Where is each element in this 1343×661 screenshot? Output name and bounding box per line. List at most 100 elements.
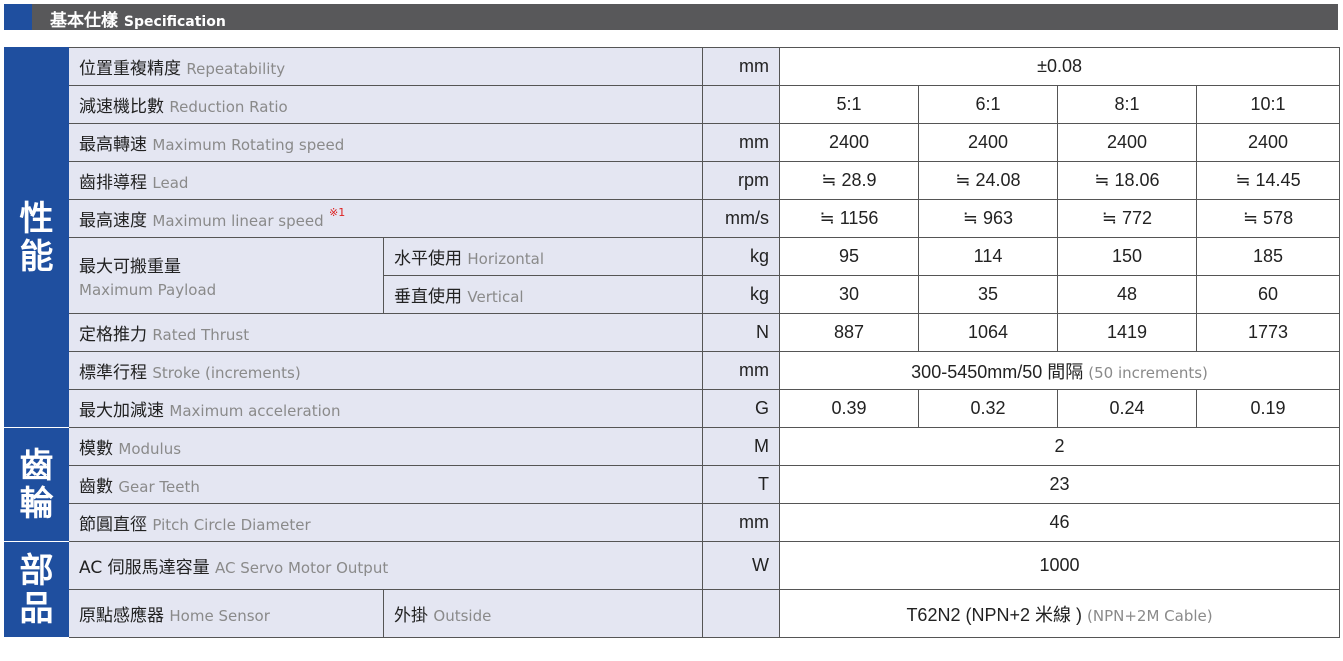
table-row: 垂直使用 Vertical kg 30 35 48 60 xyxy=(5,275,1341,314)
value-cell: 1419 xyxy=(1057,313,1197,352)
spec-label: 位置重複精度 Repeatability xyxy=(68,47,703,86)
label-en: Maximum linear speed xyxy=(152,212,324,230)
spec-label: 減速機比數 Reduction Ratio xyxy=(68,85,703,124)
label-zh: 節圓直徑 xyxy=(79,515,147,535)
value-text: 1000 xyxy=(1039,555,1080,575)
section-label-cell: 性能 xyxy=(4,47,69,428)
table-row: 性能 位置重複精度 Repeatability mm ±0.08 xyxy=(4,47,1341,428)
section-title: 基本仕樣 Specification xyxy=(50,6,226,31)
spec-label: 最高轉速 Maximum Rotating speed xyxy=(68,123,703,162)
table-row: 齒數 Gear Teeth T 23 xyxy=(5,465,1341,504)
value-cell: ≒ 1156 xyxy=(779,199,919,238)
label-zh: 原點感應器 xyxy=(79,606,164,626)
value-cell-merged: 23 xyxy=(778,465,1341,504)
value-cell: 0.39 xyxy=(779,389,919,428)
value-text-en: (50 increments) xyxy=(1088,363,1208,382)
label-zh: 標準行程 xyxy=(79,363,147,383)
label-zh: 減速機比數 xyxy=(79,97,164,117)
value-cell-merged: 1000 xyxy=(778,541,1341,590)
value-cell: 150 xyxy=(1057,237,1197,276)
label-zh: 最大加減速 xyxy=(79,401,164,421)
value-cell: 6:1 xyxy=(918,85,1058,124)
section-label: 部品 xyxy=(19,550,54,629)
table-row: 部品 AC 伺服馬達容量 AC Servo Motor Output W 1000 xyxy=(4,541,1341,638)
value-cell: ≒ 18.06 xyxy=(1057,161,1197,200)
value-text: 46 xyxy=(1049,512,1070,532)
header-accent-block xyxy=(4,4,32,30)
value-cell: ≒ 578 xyxy=(1195,199,1341,238)
value-cell: 114 xyxy=(918,237,1058,276)
label-zh: 最大可搬重量 xyxy=(79,257,181,277)
value-cell-merged: ±0.08 xyxy=(778,47,1341,86)
value-cell: 2400 xyxy=(1195,123,1341,162)
label-zh: 模數 xyxy=(79,439,113,459)
label-en: Rated Thrust xyxy=(152,326,250,344)
value-cell: 35 xyxy=(918,275,1058,314)
table-row: 齒排導程 Lead rpm ≒ 28.9 ≒ 24.08 ≒ 18.06 ≒ 14.45 xyxy=(5,161,1341,200)
value-cell: 0.24 xyxy=(1057,389,1197,428)
section-label-cell: 部品 xyxy=(4,541,69,638)
value-cell: 1773 xyxy=(1195,313,1341,352)
section-header: 基本仕樣 Specification xyxy=(4,4,1338,31)
label-en: Maximum acceleration xyxy=(169,402,341,420)
label-en: Maximum Payload xyxy=(79,281,217,299)
value-cell: 185 xyxy=(1195,237,1341,276)
sublabel-en: Vertical xyxy=(467,288,524,306)
table-row: 最大可搬重量 Maximum Payload 水平使用 Horizontal kg 9… xyxy=(5,237,1341,314)
value-cell: 0.32 xyxy=(918,389,1058,428)
section-label: 性能 xyxy=(19,198,54,277)
label-en: Repeatability xyxy=(186,60,286,78)
value-text-en: (NPN+2M Cable) xyxy=(1087,606,1213,625)
label-zh: 齒數 xyxy=(79,477,113,497)
table-row: 最高速度 Maximum linear speed ※1 mm/s ≒ 1156 ≒ … xyxy=(5,199,1341,238)
value-cell-merged: 300-5450mm/50 間隔 (50 increments) xyxy=(778,351,1341,390)
section-label-cell: 齒輪 xyxy=(4,427,69,542)
table-row: 減速機比數 Reduction Ratio 5:1 6:1 8:1 10:1 xyxy=(5,85,1341,124)
label-zh: 最高速度 xyxy=(79,211,147,231)
spec-label: 最大可搬重量 Maximum Payload xyxy=(68,237,384,314)
value-cell: 30 xyxy=(779,275,919,314)
label-en: Home Sensor xyxy=(169,607,270,625)
label-zh: 最高轉速 xyxy=(79,135,147,155)
spec-label: 定格推力 Rated Thrust xyxy=(68,313,703,352)
unit-cell: N xyxy=(702,313,780,352)
table-row: 節圓直徑 Pitch Circle Diameter mm 46 xyxy=(5,503,1341,542)
unit-cell: mm xyxy=(702,351,780,390)
unit-cell: kg xyxy=(702,275,780,314)
spec-sublabel: 水平使用 Horizontal xyxy=(383,237,703,276)
value-cell: 60 xyxy=(1195,275,1341,314)
value-cell: 8:1 xyxy=(1057,85,1197,124)
value-text: 23 xyxy=(1049,474,1070,494)
value-text: 2 xyxy=(1054,436,1065,456)
spec-sublabel: 垂直使用 Vertical xyxy=(383,275,703,314)
table-row: 最高轉速 Maximum Rotating speed mm 2400 2400 240… xyxy=(5,123,1341,162)
table-row: 原點感應器 Home Sensor 外掛 Outside T62N2 (NPN+2 … xyxy=(5,589,1341,638)
label-en: Maximum Rotating speed xyxy=(152,136,345,154)
spec-label: 節圓直徑 Pitch Circle Diameter xyxy=(68,503,703,542)
unit-cell: G xyxy=(702,389,780,428)
label-en: Modulus xyxy=(118,440,182,458)
spec-label: 最大加減速 Maximum acceleration xyxy=(68,389,703,428)
spec-label: 模數 Modulus xyxy=(68,427,703,466)
spec-label: 最高速度 Maximum linear speed ※1 xyxy=(68,199,703,238)
value-cell: ≒ 14.45 xyxy=(1195,161,1341,200)
label-en: Gear Teeth xyxy=(118,478,200,496)
unit-cell: mm xyxy=(702,123,780,162)
title-zh: 基本仕樣 xyxy=(50,11,118,31)
value-text: 300-5450mm/50 間隔 xyxy=(911,361,1084,382)
value-cell: 0.19 xyxy=(1195,389,1341,428)
label-en: AC Servo Motor Output xyxy=(215,559,389,577)
sublabel-zh: 垂直使用 xyxy=(394,287,462,307)
footnote-mark: ※1 xyxy=(329,206,346,219)
title-en: Specification xyxy=(123,14,226,30)
label-zh: 位置重複精度 xyxy=(79,59,181,79)
value-cell: 2400 xyxy=(918,123,1058,162)
label-en: Pitch Circle Diameter xyxy=(152,516,311,534)
spec-label: 齒數 Gear Teeth xyxy=(68,465,703,504)
table-row: 標準行程 Stroke (increments) mm 300-5450mm/50 … xyxy=(5,351,1341,390)
label-en: Reduction Ratio xyxy=(169,98,288,116)
value-cell: ≒ 28.9 xyxy=(779,161,919,200)
value-cell: 10:1 xyxy=(1195,85,1341,124)
value-cell: 2400 xyxy=(1057,123,1197,162)
value-text: ±0.08 xyxy=(1037,56,1082,76)
